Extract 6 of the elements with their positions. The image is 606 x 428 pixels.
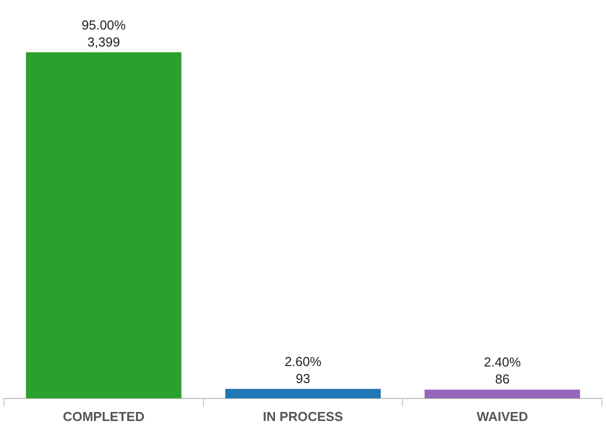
data-label: 95.00% 3,399	[82, 17, 126, 50]
x-tick-label: COMPLETED	[62, 408, 144, 424]
data-label: 2.60% 93	[284, 354, 322, 386]
data-label: 2.40% 86	[484, 354, 522, 387]
x-tick-label: WAIVED	[476, 408, 528, 424]
x-tick-label: IN PROCESS	[262, 408, 344, 424]
